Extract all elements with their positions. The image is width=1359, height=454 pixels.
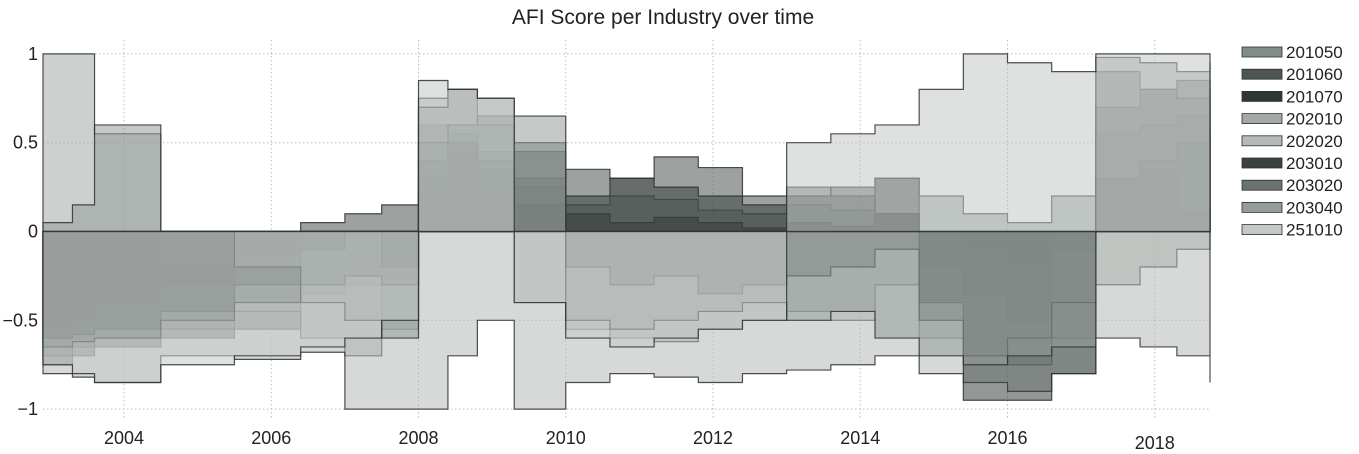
legend-swatch-251010 [1241,224,1283,236]
x-tick-label: 2008 [398,428,438,448]
legend-swatch-202010 [1241,113,1283,124]
legend-swatch-201070 [1241,91,1283,102]
x-tick-label: 2010 [546,428,586,448]
x-tick-label: 2014 [840,428,880,448]
legend-label-203010: 203010 [1286,154,1343,173]
legend-label-202020: 202020 [1286,132,1343,151]
legend-swatch-202020 [1241,135,1283,147]
legend-swatch-203040 [1241,201,1283,213]
x-tick-label: 2018 [1135,433,1175,453]
y-tick-label: −0.5 [2,310,38,330]
legend-swatch-203020 [1241,179,1283,191]
legend-label-203040: 203040 [1286,198,1343,217]
x-tick-label: 2006 [251,428,291,448]
x-tick-label: 2016 [988,428,1028,448]
legend-swatch-203010 [1241,157,1283,169]
x-tick-label: 2004 [104,428,144,448]
legend-swatch-201060 [1241,68,1283,80]
y-tick-label: 1 [28,44,38,64]
y-tick-label: 0 [28,222,38,242]
legend-label-251010: 251010 [1286,221,1343,240]
y-tick-label: −1 [17,399,38,419]
legend-swatch-201050 [1241,46,1283,58]
chart-title: AFI Score per Industry over time [512,6,814,29]
legend-label-203020: 203020 [1286,176,1343,195]
y-tick-label: 0.5 [13,133,38,153]
plot-area [42,53,1211,410]
axes: 2004 2006 2008 2010 2012 2014 2016 2018 1 0.5 0 −0.… [2,44,1174,453]
x-tick-label: 2012 [693,428,733,448]
legend: 201050 201060 201070 202010 202020 203010 2030… [1241,43,1343,240]
legend-label-202010: 202010 [1286,110,1343,129]
legend-label-201050: 201050 [1286,43,1343,62]
legend-label-201070: 201070 [1286,87,1343,106]
legend-label-201060: 201060 [1286,65,1343,84]
series-area-251010 [42,53,1211,384]
